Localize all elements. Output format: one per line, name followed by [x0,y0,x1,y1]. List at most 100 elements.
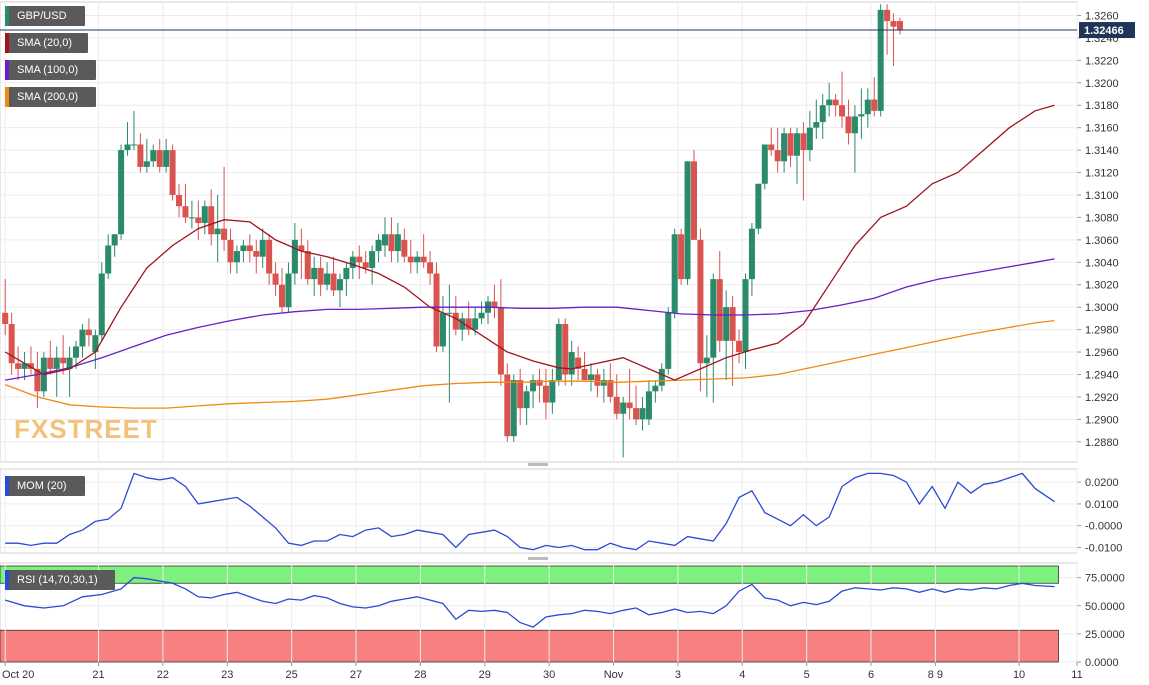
candle-bear [517,380,524,409]
candle-bull [336,279,343,291]
rsi-line [5,576,1055,628]
candle-bull [639,408,646,420]
legend-sma20-swatch [5,33,9,53]
candle-bear [15,363,22,369]
candle-bull [710,279,717,358]
legend-mom[interactable]: MOM (20) [5,476,85,496]
momentum-line [5,472,1055,551]
legend-gbpusd-swatch [5,6,9,26]
y-tick-label: 1.3120 [1085,168,1119,180]
candle-bear [407,256,414,263]
candle-bear [195,217,202,224]
candle-bear [60,357,67,364]
y-tick-label: 1.3220 [1085,55,1119,67]
candle-bear [272,273,279,285]
pane-resize-handle[interactable] [528,463,548,466]
x-tick-label: 8 9 [928,669,943,681]
candle-bull [188,217,195,219]
legend-sma20-label: SMA (20,0) [17,37,73,49]
legend-rsi[interactable]: RSI (14,70,30,1) [5,570,115,590]
candle-bear [839,105,846,117]
candle-bull [201,206,208,224]
candle-bear [182,206,189,218]
candle-bear [626,402,633,409]
candle-bear [465,318,472,330]
y-tick-label: 1.3060 [1085,235,1119,247]
candle-bear [536,380,543,386]
pane-resize-handle[interactable] [528,557,548,560]
x-tick-label: Oct 20 [2,669,34,681]
candle-bull [143,161,150,167]
candle-bull [105,245,112,274]
candle-bear [890,21,897,27]
candle-bear [845,116,852,134]
candle-bull [369,251,376,268]
y-tick-label: 1.3200 [1085,78,1119,90]
x-tick-label: 3 [675,669,681,681]
x-tick-label: 10 [1013,669,1025,681]
candle-bull [472,318,479,330]
candle-bear [330,273,337,291]
candle-bull [658,368,665,386]
candle-bull [793,133,800,156]
candle-bear [362,262,369,268]
sma20-line [4,104,1055,381]
candle-bear [27,363,34,369]
candle-bear [697,239,704,364]
rsi-pane[interactable]: 75.0000 50.0000 25.0000 0.0000 [0,562,1125,669]
candle-bear [85,329,92,336]
legend-mom-swatch [5,476,9,496]
y-tick-label: 1.3080 [1085,212,1119,224]
y-tick-label: 25.0000 [1085,629,1125,641]
candle-bull [620,402,627,414]
candle-bear [497,307,504,375]
candle-bear [575,357,582,369]
candle-bear [356,256,363,263]
candle-bull [21,363,28,369]
candle-bear [304,251,311,280]
candle-bear [716,279,723,341]
candle-bull [813,122,820,128]
y-tick-label: 1.3020 [1085,280,1119,292]
legend-gbpusd-label: GBP/USD [17,10,67,22]
x-tick-label: 4 [739,669,745,681]
candle-bear [317,267,324,285]
candle-bull [587,374,594,381]
candle-bull [877,9,884,111]
candle-bull [652,385,659,392]
legend-sma20[interactable]: SMA (20,0) [5,33,88,53]
candle-bear [156,150,163,167]
candle-bull [523,391,530,409]
candle-bear [420,256,427,263]
x-tick-label: 5 [804,669,810,681]
rsi-overbought-band [0,565,1059,584]
candle-bull [761,144,768,184]
sma100-line [5,258,1055,381]
candle-bull [851,116,858,134]
legend-gbpusd[interactable]: GBP/USD [5,6,85,26]
candle-bull [163,150,170,167]
candle-bull [414,256,421,263]
candle-bear [832,99,839,106]
candle-bull [291,239,298,274]
momentum-pane[interactable]: 0.0200 0.0100 -0.0000 -0.0100 [0,468,1122,560]
legend-sma100[interactable]: SMA (100,0) [5,60,96,80]
candle-bull [343,267,350,280]
y-tick-label: 1.2880 [1085,437,1119,449]
rsi-oversold-band [0,629,1059,663]
y-tick-label: 75.0000 [1085,573,1125,585]
y-tick-label: 1.3160 [1085,123,1119,135]
legend-sma200[interactable]: SMA (200,0) [5,87,96,107]
candle-bear [800,133,807,151]
price-pane[interactable]: 1.2880 1.2900 1.2920 1.2940 1.2960 1.2980 1.30… [0,1,1135,466]
y-tick-label: 1.2960 [1085,347,1119,359]
x-tick-label: 30 [543,669,555,681]
candle-bull [858,114,865,117]
y-tick-label: 1.2980 [1085,325,1119,337]
candle-bear [504,374,511,437]
legend-rsi-swatch [5,570,9,590]
candle-bull [150,150,157,162]
candle-bull [530,380,537,392]
candle-bull [394,234,401,252]
